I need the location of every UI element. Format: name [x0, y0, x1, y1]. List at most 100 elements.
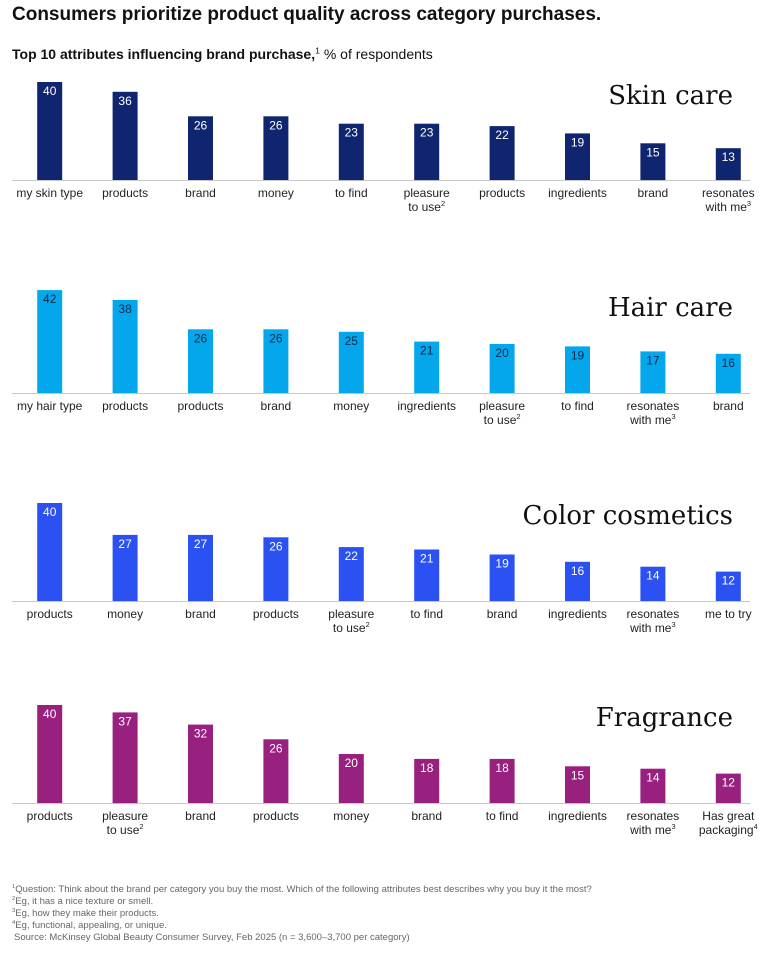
bar-value-label: 18	[495, 761, 509, 775]
bar	[263, 739, 289, 803]
x-tick-label: my skin type	[16, 186, 84, 200]
bar-value-label: 27	[194, 537, 208, 551]
bar-value-label: 22	[345, 549, 359, 563]
x-tick-label: money	[107, 607, 144, 621]
x-tick-label: products	[102, 186, 149, 200]
category-title: Fragrance	[596, 703, 733, 733]
bar-value-label: 23	[345, 126, 359, 140]
bar-value-label: 21	[420, 552, 434, 566]
x-tick-label: to find	[561, 399, 594, 413]
chart-subtitle: Top 10 attributes influencing brand purc…	[12, 46, 433, 62]
bar	[414, 341, 440, 394]
footnote: 2Eg, it has a nice texture or smell.	[12, 895, 154, 907]
bar	[565, 133, 590, 180]
bar	[715, 571, 741, 601]
bar	[640, 566, 666, 601]
bar	[338, 331, 364, 394]
bar-value-label: 20	[345, 756, 359, 770]
footnote: 1Question: Think about the brand per cat…	[12, 883, 592, 895]
bar	[188, 724, 213, 803]
bar	[565, 561, 590, 601]
bar	[414, 123, 440, 181]
x-tick-label: money	[333, 809, 370, 823]
bar-value-label: 16	[571, 564, 585, 578]
bar-value-label: 22	[495, 128, 509, 142]
bar-value-label: 12	[722, 574, 736, 588]
subtitle-footnote-marker: 1	[315, 45, 320, 56]
bar	[37, 290, 63, 393]
bar-value-label: 40	[43, 505, 57, 519]
bar	[338, 123, 364, 181]
bar	[37, 705, 63, 803]
bar	[715, 773, 741, 803]
bar-value-label: 27	[118, 537, 132, 551]
chart-main-title: Consumers prioritize product quality acr…	[12, 4, 602, 25]
chart-panel-color-cosmetics: Color cosmetics 40 27 27 26 22 21 19 16 14 12	[12, 501, 750, 602]
bar	[414, 758, 440, 803]
x-tick-label: brand	[486, 607, 518, 621]
x-tick-label: products	[479, 186, 526, 200]
bar-value-label: 12	[722, 776, 736, 790]
x-tick-label: resonates with me3	[701, 186, 755, 214]
bar-value-label: 19	[571, 348, 585, 362]
bar-value-label: 13	[722, 150, 736, 164]
bar-value-label: 26	[269, 741, 283, 755]
bar-value-label: 20	[495, 346, 509, 360]
footnote: 4Eg, functional, appealing, or unique.	[12, 919, 167, 931]
bar	[338, 547, 364, 601]
x-tick-label: products	[26, 607, 73, 621]
x-tick-label: me to try	[704, 607, 752, 621]
x-tick-label: brand	[411, 809, 443, 823]
x-tick-label: brand	[712, 399, 744, 413]
bar	[188, 534, 213, 602]
x-tick-label: brand	[185, 809, 216, 823]
bar	[188, 329, 213, 393]
bar-value-label: 17	[646, 353, 660, 367]
bar-value-label: 40	[43, 84, 57, 98]
x-tick-label: ingredients	[548, 809, 607, 823]
bar-charts: Skin care 40 36 26 26 23 23 22 19 15 13 Hair care 42…	[12, 81, 750, 804]
bar-value-label: 25	[345, 334, 359, 348]
x-tick-label: pleasure to use2	[328, 607, 375, 635]
bar	[414, 549, 440, 601]
bar	[715, 148, 741, 181]
footnote: Source: McKinsey Global Beauty Consumer …	[14, 932, 410, 943]
x-tick-label: pleasure to use2	[102, 809, 149, 837]
x-tick-label: money	[257, 186, 294, 200]
bar	[489, 344, 515, 393]
x-tick-label: resonates with me3	[626, 809, 680, 837]
bar	[640, 768, 666, 803]
category-title: Skin care	[608, 81, 733, 111]
bar-value-label: 38	[118, 302, 132, 316]
bar	[640, 351, 666, 394]
bar-value-label: 32	[194, 727, 208, 741]
bar	[112, 534, 138, 602]
bar-value-label: 26	[269, 118, 283, 132]
bar	[565, 346, 590, 393]
subtitle-bold: Top 10 attributes influencing brand purc…	[12, 46, 316, 62]
bar	[263, 116, 289, 180]
bar	[263, 537, 289, 601]
bar	[489, 758, 515, 803]
subtitle-unit: % of respondents	[319, 46, 433, 62]
chart-panel-hair-care: Hair care 42 38 26 26 25 21 20 19 17 16	[12, 290, 750, 394]
x-tick-label: brand	[185, 186, 216, 200]
bar-value-label: 15	[571, 768, 585, 782]
bar	[112, 712, 138, 804]
x-tick-label: ingredients	[397, 399, 457, 413]
bar-value-label: 36	[118, 94, 132, 108]
footnote: 3Eg, how they make their products.	[12, 907, 159, 919]
bar-value-label: 16	[722, 356, 736, 370]
footnotes: 1Question: Think about the brand per cat…	[12, 884, 592, 944]
bar-value-label: 40	[43, 707, 57, 721]
x-tick-label: to find	[334, 186, 368, 200]
x-tick-label: products	[252, 809, 299, 823]
bar-value-label: 26	[194, 331, 208, 345]
chart-panel-fragrance: Fragrance 40 37 32 26 20 18 18 15 14 12	[12, 703, 750, 804]
bar-value-label: 26	[194, 118, 208, 132]
bar-value-label: 19	[571, 135, 585, 149]
x-tick-label: brand	[260, 399, 292, 413]
bar-value-label: 19	[495, 557, 509, 571]
x-tick-label: resonates with me3	[626, 399, 680, 427]
x-tick-label: pleasure to use2	[479, 399, 526, 427]
